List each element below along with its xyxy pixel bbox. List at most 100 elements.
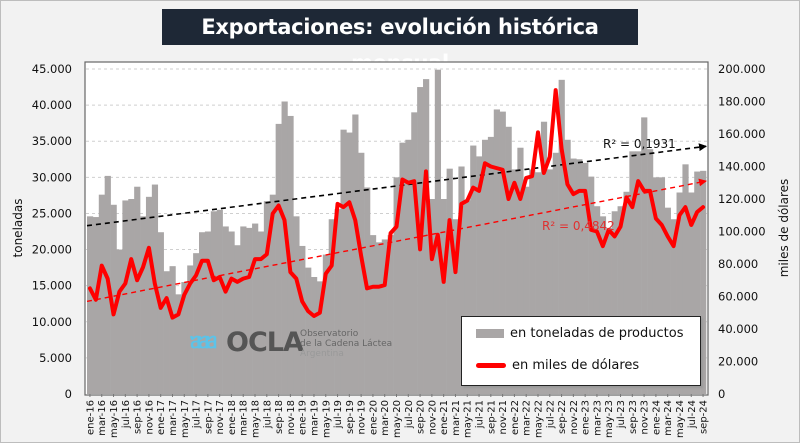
x-axis-ticks: ene-16 mar-16 may-16 jul-16 sep-16 nov-16 ene-… bbox=[85, 394, 710, 438]
x-tick-label: sep-22 bbox=[557, 400, 568, 434]
bar bbox=[246, 227, 253, 394]
bar bbox=[116, 249, 123, 394]
x-tick-label: mar-22 bbox=[522, 400, 533, 436]
bar bbox=[605, 227, 612, 394]
x-tick-label: ene-24 bbox=[651, 400, 662, 435]
y-tick-right: 200.000 bbox=[718, 62, 766, 76]
legend-line-label: en miles de dólares bbox=[512, 358, 640, 373]
y-axis-right-label: miles de dólares bbox=[777, 179, 791, 278]
x-tick-label: may-22 bbox=[533, 400, 544, 438]
y-tick-left: 10.000 bbox=[32, 315, 72, 329]
ocla-logo: ᥑᥑᥑ OCLA Observatorio de la Cadena Lácte… bbox=[190, 327, 392, 359]
bar bbox=[204, 231, 212, 394]
y-tick-left: 35.000 bbox=[32, 134, 72, 148]
bar bbox=[252, 223, 259, 394]
x-tick-label: jul-19 bbox=[333, 400, 344, 429]
bar bbox=[570, 158, 577, 394]
x-tick-label: sep-16 bbox=[133, 400, 144, 434]
bar bbox=[263, 201, 271, 394]
bar bbox=[92, 217, 100, 394]
y-tick-left: 0 bbox=[65, 387, 72, 401]
bar bbox=[128, 199, 135, 394]
bar bbox=[481, 139, 489, 394]
bar bbox=[405, 139, 412, 394]
legend-item-bars: en toneladas de productos bbox=[476, 326, 683, 341]
bar bbox=[322, 254, 330, 394]
bar bbox=[635, 151, 642, 394]
x-tick-label: may-18 bbox=[251, 400, 262, 438]
bar bbox=[629, 151, 636, 394]
logo-line-3: Argentina bbox=[300, 349, 344, 359]
bar bbox=[411, 112, 418, 394]
x-tick-label: sep-19 bbox=[345, 400, 356, 434]
x-tick-label: sep-17 bbox=[203, 400, 214, 434]
bar bbox=[423, 79, 430, 394]
bar bbox=[464, 200, 471, 394]
bar bbox=[470, 145, 477, 394]
bar bbox=[658, 177, 666, 394]
x-tick-label: jul-16 bbox=[121, 400, 132, 429]
bar bbox=[234, 245, 241, 394]
bar bbox=[576, 159, 583, 394]
y-tick-left: 30.000 bbox=[32, 170, 72, 184]
bar bbox=[700, 170, 707, 394]
legend-item-line: en miles de dólares bbox=[476, 358, 639, 373]
x-tick-label: mar-18 bbox=[239, 400, 250, 436]
x-tick-label: nov-21 bbox=[498, 400, 509, 434]
legend-bar-label: en toneladas de productos bbox=[510, 326, 684, 341]
bar bbox=[588, 176, 595, 394]
x-tick-label: jul-20 bbox=[404, 400, 415, 429]
x-tick-label: may-23 bbox=[604, 400, 615, 438]
y-tick-left: 5.000 bbox=[39, 351, 72, 365]
x-tick-label: ene-17 bbox=[156, 400, 167, 435]
x-tick-label: nov-19 bbox=[357, 400, 368, 434]
x-tick-label: nov-16 bbox=[144, 400, 155, 434]
bar bbox=[652, 177, 660, 394]
y-tick-left: 40.000 bbox=[32, 98, 72, 112]
legend: en toneladas de productos en miles de dó… bbox=[461, 316, 701, 386]
trendline-red-label: R² = 0,4842 bbox=[542, 219, 615, 233]
bar bbox=[311, 277, 318, 394]
bar bbox=[529, 169, 536, 394]
bar bbox=[328, 219, 335, 394]
legend-line-swatch bbox=[476, 363, 506, 368]
bar bbox=[487, 136, 495, 394]
bar bbox=[240, 226, 247, 394]
x-tick-label: nov-22 bbox=[569, 400, 580, 434]
bar bbox=[523, 186, 530, 394]
y-tick-right: 120.000 bbox=[718, 192, 766, 206]
bar bbox=[169, 266, 176, 394]
x-tick-label: ene-16 bbox=[85, 400, 96, 435]
bar bbox=[664, 207, 671, 394]
bar bbox=[257, 231, 265, 394]
bar bbox=[511, 169, 518, 394]
bar bbox=[163, 271, 170, 394]
bar bbox=[287, 115, 294, 394]
x-tick-label: jul-23 bbox=[616, 400, 627, 429]
x-tick-label: mar-17 bbox=[168, 400, 179, 436]
left-axis-ticks: 0 5.000 10.000 15.000 20.000 25.000 30.000 35.0… bbox=[32, 62, 72, 401]
x-tick-label: may-16 bbox=[109, 400, 120, 438]
bar bbox=[228, 231, 235, 394]
bar bbox=[694, 171, 701, 394]
bar bbox=[393, 177, 400, 394]
ocla-wave-icon: ᥑᥑᥑ bbox=[190, 329, 218, 354]
bar bbox=[87, 216, 94, 394]
trendline-dollars bbox=[86, 178, 707, 303]
y-tick-left: 20.000 bbox=[32, 243, 72, 257]
x-tick-label: jul-21 bbox=[475, 400, 486, 429]
bar bbox=[535, 172, 542, 394]
bar bbox=[458, 166, 465, 394]
bar bbox=[210, 211, 217, 394]
x-tick-label: sep-20 bbox=[416, 400, 427, 434]
y-tick-right: 60.000 bbox=[718, 290, 758, 304]
bar bbox=[175, 294, 182, 394]
x-tick-label: jul-17 bbox=[192, 400, 203, 429]
x-tick-label: may-24 bbox=[675, 400, 686, 438]
bar bbox=[428, 199, 436, 394]
bar bbox=[98, 194, 105, 394]
x-tick-label: ene-20 bbox=[368, 400, 379, 435]
bar bbox=[387, 235, 394, 394]
bar bbox=[582, 162, 589, 394]
bar bbox=[134, 186, 141, 394]
